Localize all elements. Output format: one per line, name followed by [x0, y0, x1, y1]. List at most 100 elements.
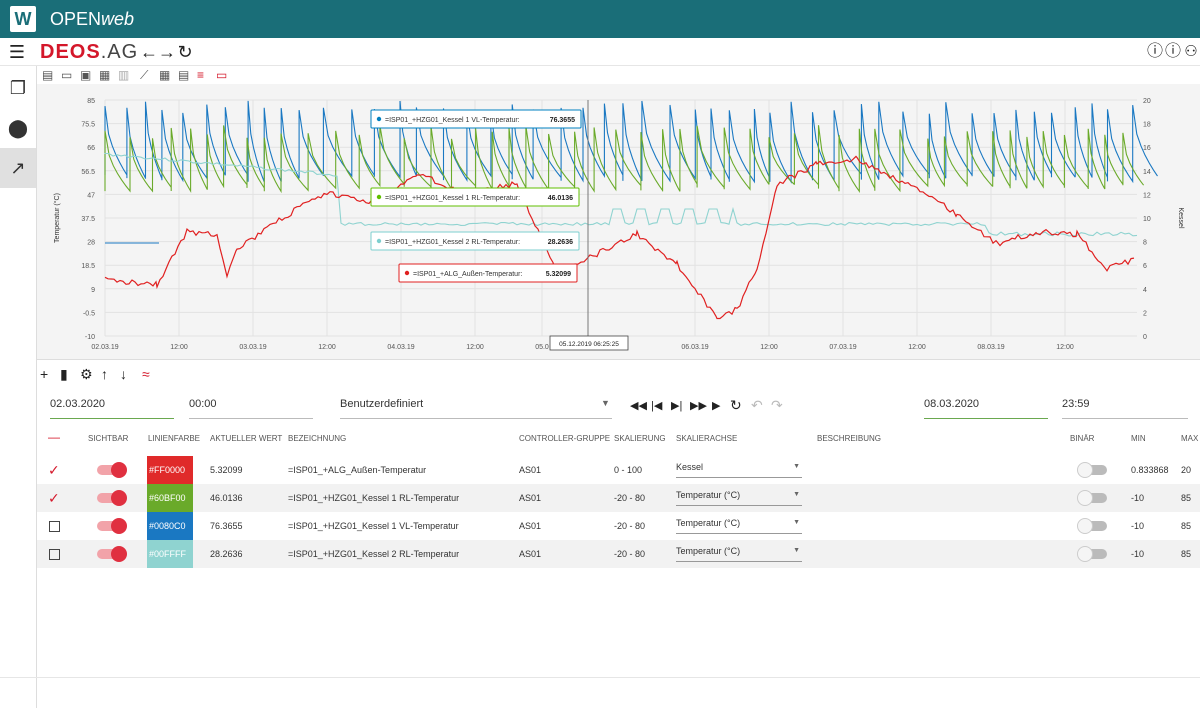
fast-rewind-icon[interactable]: ◀◀: [630, 400, 647, 412]
line-color-cell[interactable]: #FF0000: [147, 456, 193, 484]
tooltip-text: =ISP01_+HZG01_Kessel 1 VL-Temperatur:: [385, 117, 520, 124]
header-skalierachse[interactable]: SKALIERACHSE: [676, 434, 738, 443]
x-tick: 07.03.19: [829, 344, 856, 351]
select-all-icon[interactable]: —: [48, 430, 60, 444]
trend-toggle-icon[interactable]: ≈: [142, 366, 150, 382]
table-icon[interactable]: ▦: [159, 68, 171, 82]
binary-toggle[interactable]: [1077, 546, 1107, 562]
print-icon[interactable]: ▤: [178, 68, 190, 82]
tooltip-box: [370, 187, 580, 207]
end-time-input[interactable]: 23:59: [1062, 397, 1188, 419]
menu-icon[interactable]: ☰: [8, 42, 26, 62]
visible-toggle[interactable]: [97, 546, 127, 562]
info-icon[interactable]: ⓘ: [1164, 43, 1181, 60]
max-value: 85: [1181, 521, 1192, 531]
end-date-input[interactable]: 08.03.2020: [924, 397, 1048, 419]
reload-icon[interactable]: ↻: [177, 42, 193, 62]
search-file-icon[interactable]: ▦: [99, 68, 111, 82]
back-arrow-icon[interactable]: ←: [140, 42, 158, 62]
tooltip-text: =ISP01_+ALG_Außen-Temperatur:: [413, 271, 522, 278]
header-linienfarbe[interactable]: LINIENFARBE: [148, 434, 201, 443]
play-icon[interactable]: ▶: [712, 400, 721, 412]
range-mode-select[interactable]: Benutzerdefiniert: [340, 397, 612, 419]
skip-back-icon[interactable]: |◀: [651, 400, 663, 412]
scale-range: 0 - 100: [614, 465, 643, 475]
start-date-input[interactable]: 02.03.2020: [50, 397, 174, 419]
row-checkbox[interactable]: [49, 521, 60, 532]
tooltip-value: 28.2636: [548, 239, 573, 246]
current-value: 28.2636: [210, 549, 243, 559]
trend-icon[interactable]: ↗: [0, 148, 36, 188]
scale-axis-select[interactable]: Temperatur (°C) ▼: [676, 488, 802, 506]
max-value: 85: [1181, 549, 1192, 559]
header-bezeichnung[interactable]: BEZEICHNUNG: [288, 434, 347, 443]
tooltip-box: [370, 231, 580, 251]
row-checkbox[interactable]: [49, 549, 60, 560]
open-folder-icon[interactable]: ▭: [61, 68, 73, 82]
header-min[interactable]: MIN: [1131, 434, 1146, 443]
series-kessel2-rl[interactable]: [104, 152, 1138, 237]
visible-toggle[interactable]: [97, 490, 127, 506]
chevron-down-icon: ▼: [601, 398, 610, 408]
series-kessel1-vl[interactable]: [104, 100, 1158, 184]
delete-icon[interactable]: ▥: [118, 68, 130, 82]
pages-icon[interactable]: ❐: [9, 78, 27, 98]
binary-toggle[interactable]: [1077, 490, 1107, 506]
forward-arrow-icon[interactable]: →: [158, 42, 176, 62]
tooltip-value: 5.32099: [546, 271, 571, 278]
header-controller-gruppe[interactable]: CONTROLLER-GRUPPE: [519, 434, 611, 443]
header-sichtbar[interactable]: SICHTBAR: [88, 434, 129, 443]
series-kessel1-rl[interactable]: [104, 125, 1145, 194]
footer-divider: [0, 677, 1200, 678]
series-aussen-temp[interactable]: [104, 155, 1135, 320]
binary-toggle[interactable]: [1077, 462, 1107, 478]
trash-icon[interactable]: ▮: [60, 366, 68, 382]
user-icon[interactable]: ⚇: [1184, 43, 1198, 60]
scale-axis-select[interactable]: Kessel ▼: [676, 460, 802, 478]
arrow-up-icon[interactable]: ↑: [101, 366, 108, 382]
x-tick: 04.03.19: [387, 344, 414, 351]
line-color-cell[interactable]: #00FFFF: [147, 540, 193, 568]
refresh-icon[interactable]: ↻: [730, 397, 742, 413]
arrow-down-icon[interactable]: ↓: [120, 366, 127, 382]
start-time-input[interactable]: 00:00: [189, 397, 313, 419]
visible-toggle[interactable]: [97, 518, 127, 534]
save-icon[interactable]: ▣: [80, 68, 92, 82]
header-max[interactable]: MAX: [1181, 434, 1199, 443]
undo-icon[interactable]: ↶: [751, 397, 763, 413]
header-beschreibung[interactable]: BESCHREIBUNG: [817, 434, 882, 443]
y-tick-right: 2: [1143, 310, 1147, 317]
trend-chart[interactable]: 85 20 75.5 18 66 16 56.5 14 47 12 37.5 10 28 8 18.5 6 9 4…: [37, 84, 1200, 360]
chart-icon[interactable]: ⟋: [140, 68, 149, 82]
table-row[interactable]: [37, 540, 1200, 568]
header-skalierung[interactable]: SKALIERUNG: [614, 434, 666, 443]
header-aktueller-wert[interactable]: AKTUELLER WERT: [210, 434, 283, 443]
scale-axis-select[interactable]: Temperatur (°C) ▼: [676, 516, 802, 534]
new-file-icon[interactable]: ▤: [42, 68, 54, 82]
checkmark-icon[interactable]: ✓: [48, 462, 60, 478]
help-icon[interactable]: ⓘ: [1146, 43, 1163, 60]
x-tick: 12:00: [1056, 344, 1074, 351]
list-icon[interactable]: ≡: [197, 68, 205, 82]
checkmark-icon[interactable]: ✓: [48, 490, 60, 506]
skip-forward-icon[interactable]: ▶|: [671, 400, 683, 412]
current-value: 5.32099: [210, 465, 243, 475]
line-color-cell[interactable]: #60BF00: [147, 484, 193, 512]
tooltip-value: 46.0136: [548, 195, 573, 202]
x-tick: 05.0: [535, 344, 549, 351]
table-row[interactable]: [37, 484, 1200, 512]
controller-group: AS01: [519, 465, 542, 475]
binary-toggle[interactable]: [1077, 518, 1107, 534]
visible-toggle[interactable]: [97, 462, 127, 478]
scale-axis-select[interactable]: Temperatur (°C) ▼: [676, 544, 802, 562]
line-color-cell[interactable]: #0080C0: [147, 512, 193, 540]
header-binaer[interactable]: BINÄR: [1070, 434, 1095, 443]
add-icon[interactable]: +: [40, 366, 49, 382]
alarm-icon[interactable]: ⬤: [7, 118, 29, 138]
comment-icon[interactable]: ▭: [216, 68, 228, 82]
fast-forward-icon[interactable]: ▶▶: [690, 400, 707, 412]
y-tick-right: 14: [1143, 169, 1151, 176]
redo-icon[interactable]: ↷: [771, 397, 783, 413]
settings-icon[interactable]: ⚙: [80, 366, 93, 382]
